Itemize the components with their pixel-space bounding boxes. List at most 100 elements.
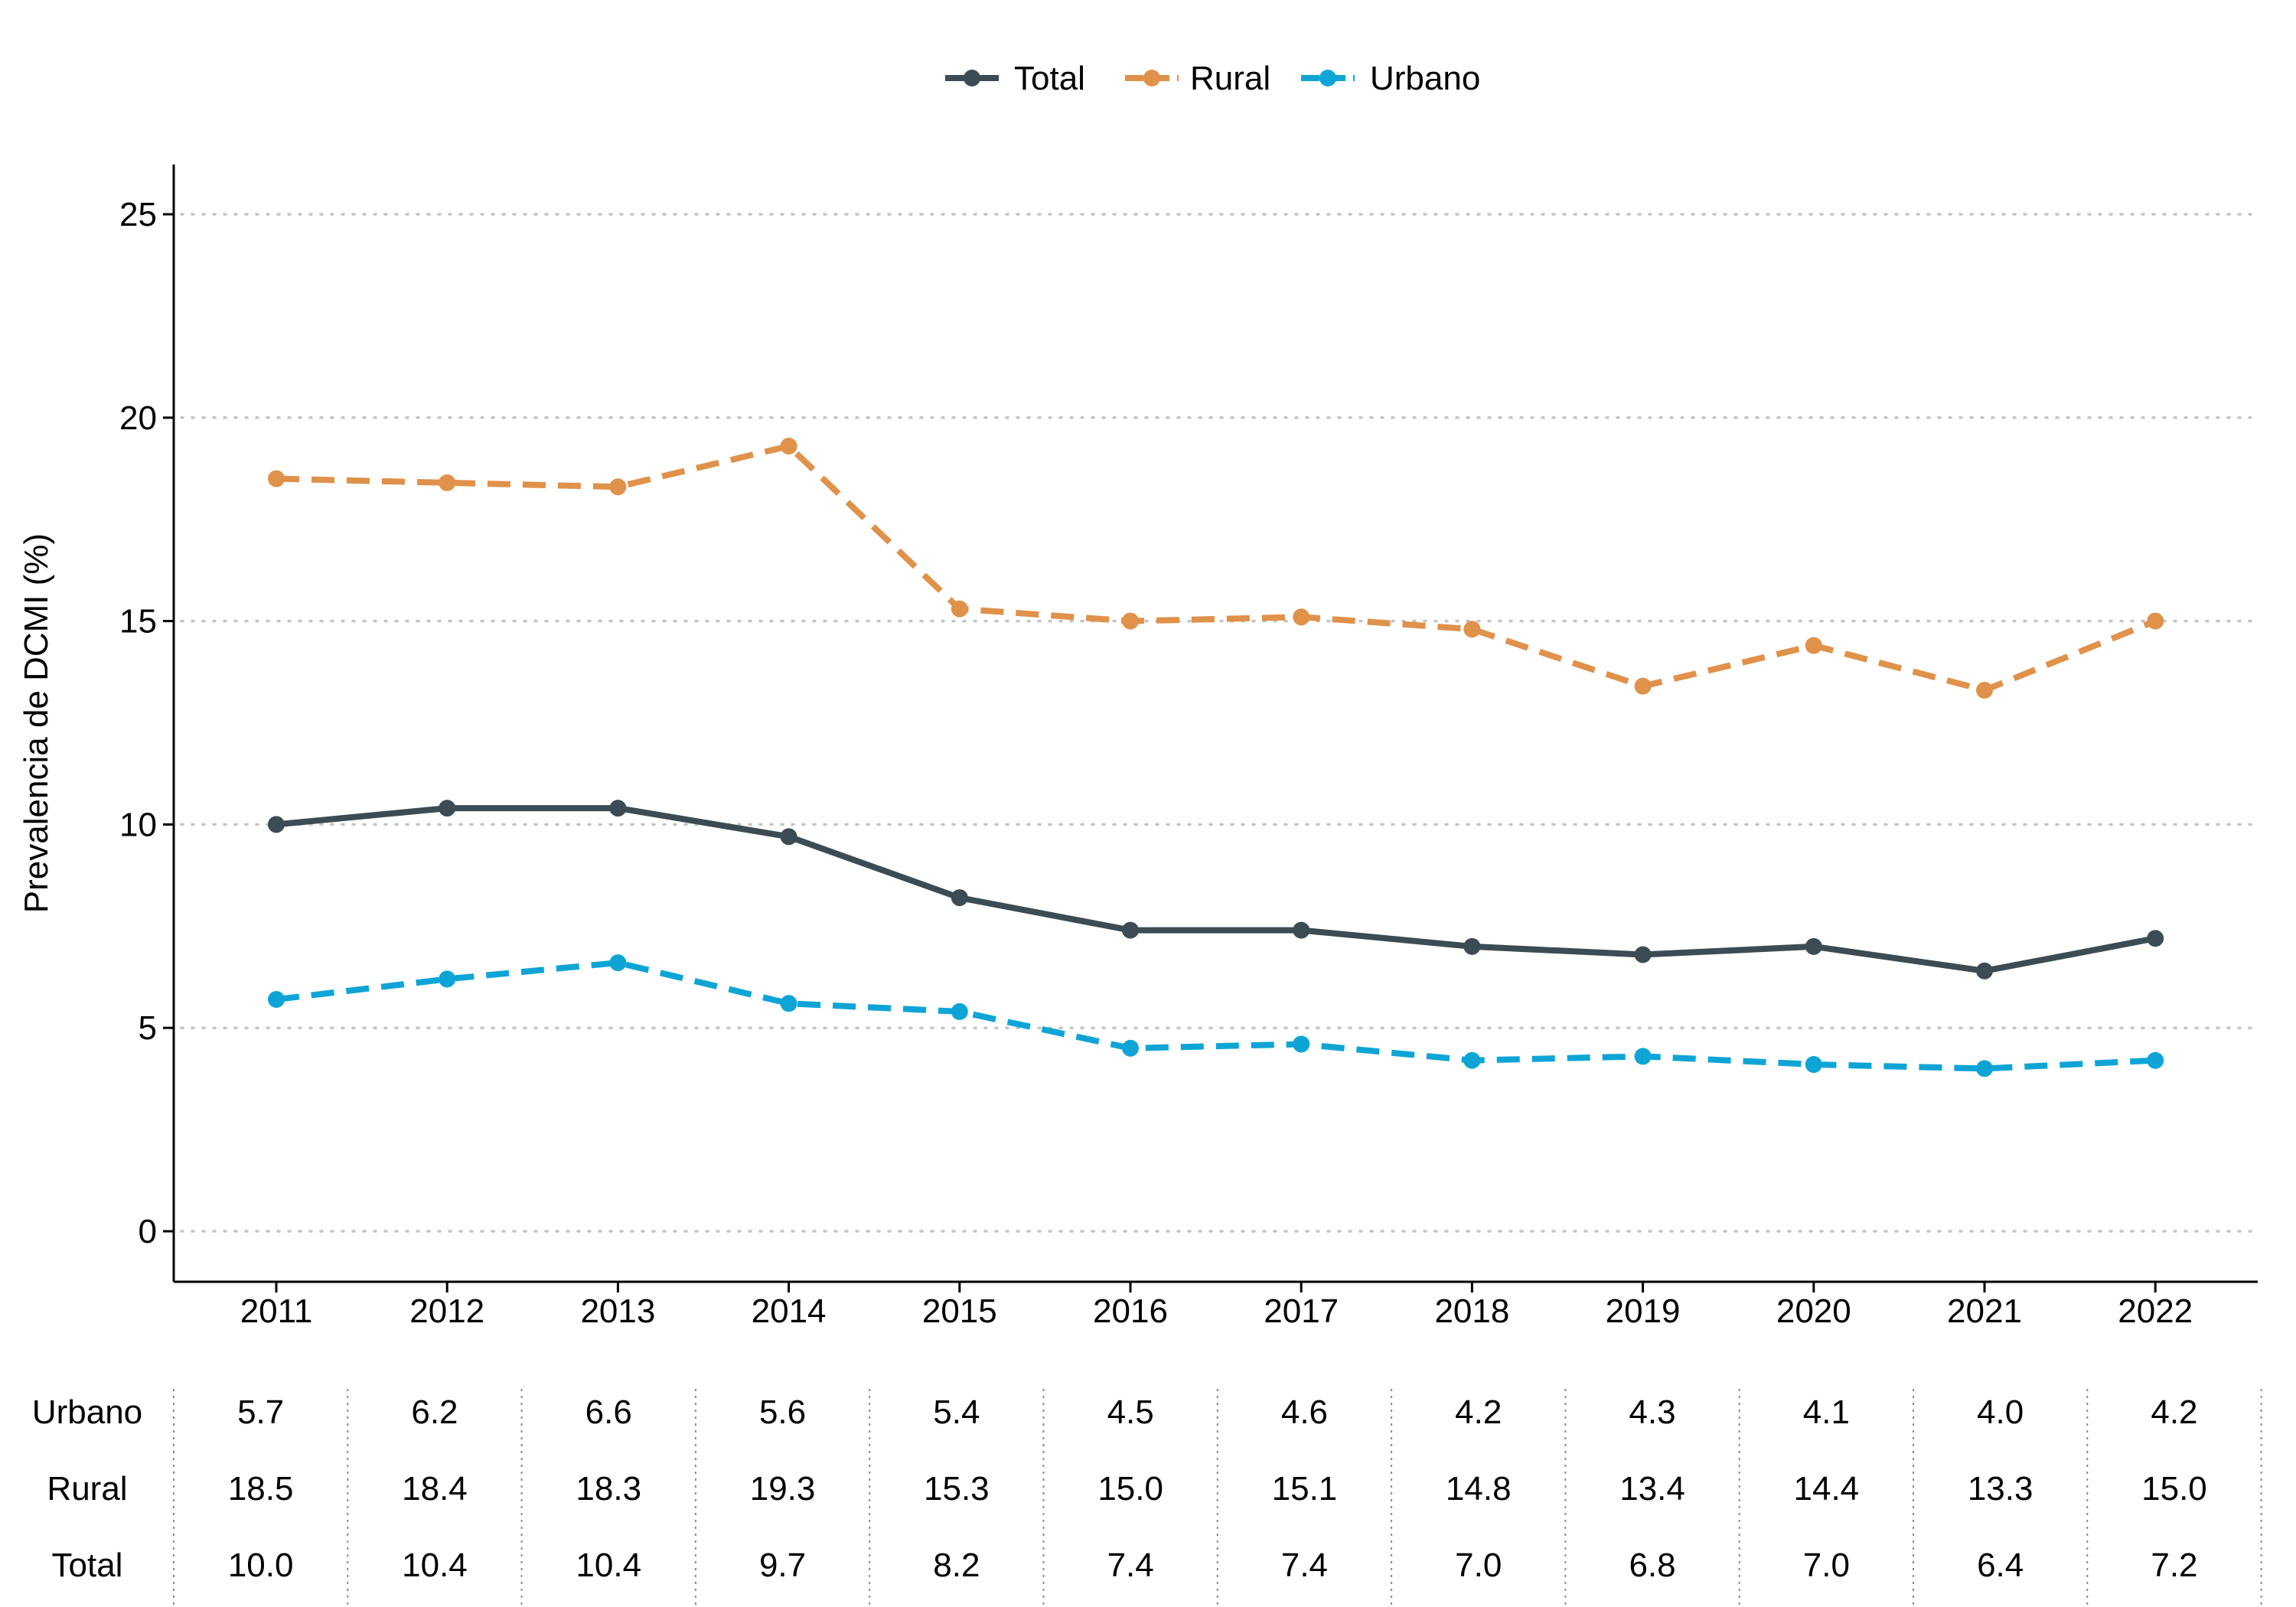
x-tick-label-2017: 2017 xyxy=(1264,1292,1339,1330)
point-rural-2018 xyxy=(1463,621,1481,638)
table-cell-urbano-2020: 4.1 xyxy=(1803,1393,1850,1431)
point-urbano-2016 xyxy=(1122,1039,1139,1057)
point-total-2019 xyxy=(1634,946,1652,963)
table-cell-urbano-2014: 5.6 xyxy=(759,1393,806,1431)
point-urbano-2013 xyxy=(609,954,627,972)
table-cell-total-2013: 10.4 xyxy=(576,1547,641,1584)
point-urbano-2020 xyxy=(1805,1056,1822,1074)
x-tick-label-2013: 2013 xyxy=(580,1292,655,1330)
table-cell-rural-2015: 15.3 xyxy=(924,1470,990,1508)
point-rural-2017 xyxy=(1293,608,1310,626)
table-cell-total-2015: 8.2 xyxy=(933,1547,980,1584)
table-row-label-urbano: Urbano xyxy=(32,1393,142,1431)
point-total-2012 xyxy=(439,800,456,817)
table-cell-urbano-2015: 5.4 xyxy=(933,1393,980,1431)
legend-label-urbano: Urbano xyxy=(1370,60,1480,97)
table-row-label-rural: Rural xyxy=(47,1470,127,1508)
table-cell-urbano-2019: 4.3 xyxy=(1629,1393,1675,1431)
table-cell-rural-2022: 15.0 xyxy=(2141,1470,2207,1508)
y-axis-ticks: 0 5 10 15 20 25 xyxy=(119,196,174,1250)
table-cell-urbano-2022: 4.2 xyxy=(2151,1393,2197,1431)
point-total-2016 xyxy=(1122,921,1139,939)
point-total-2021 xyxy=(1976,962,1993,980)
table-cell-rural-2011: 18.5 xyxy=(228,1470,294,1508)
table-cell-rural-2021: 13.3 xyxy=(1968,1470,2033,1508)
table-cell-urbano-2013: 6.6 xyxy=(585,1393,632,1431)
x-tick-label-2018: 2018 xyxy=(1434,1292,1509,1330)
point-urbano-2012 xyxy=(439,970,456,988)
table-cell-rural-2016: 15.0 xyxy=(1097,1470,1163,1508)
series-line-total xyxy=(276,805,2156,974)
gridlines xyxy=(180,213,2255,1233)
table-cell-rural-2012: 18.4 xyxy=(402,1470,468,1508)
point-urbano-2017 xyxy=(1293,1035,1310,1053)
table-cell-urbano-2016: 4.5 xyxy=(1107,1393,1154,1431)
y-tick-label-5: 5 xyxy=(139,1009,157,1047)
legend-marker-total xyxy=(964,70,980,86)
axes xyxy=(172,165,2258,1283)
point-rural-2015 xyxy=(951,600,968,618)
table-cell-total-2021: 6.4 xyxy=(1977,1547,2024,1584)
series-line-urbano xyxy=(276,960,2156,1072)
point-total-2018 xyxy=(1463,937,1481,955)
x-tick-label-2012: 2012 xyxy=(409,1292,484,1330)
y-tick-label-15: 15 xyxy=(119,603,157,641)
table-cell-total-2014: 9.7 xyxy=(759,1547,806,1584)
x-tick-label-2019: 2019 xyxy=(1606,1292,1681,1330)
y-axis-title: Prevalencia de DCMI (%) xyxy=(18,533,55,913)
x-tick-label-2014: 2014 xyxy=(752,1292,827,1330)
table-cell-total-2016: 7.4 xyxy=(1107,1547,1154,1584)
point-rural-2016 xyxy=(1122,612,1139,630)
table-cell-total-2011: 10.0 xyxy=(228,1547,294,1584)
point-rural-2012 xyxy=(439,474,456,491)
x-tick-label-2016: 2016 xyxy=(1093,1292,1168,1330)
point-rural-2011 xyxy=(268,470,285,487)
data-table: Urbano 5.7 6.2 6.6 5.6 5.4 4.5 4.6 4.2 4.3 4.1 4.0 4… xyxy=(32,1389,2262,1607)
point-rural-2014 xyxy=(780,438,797,455)
x-tick-label-2015: 2015 xyxy=(922,1292,997,1330)
point-urbano-2022 xyxy=(2147,1051,2164,1069)
x-axis-ticks: 2011 2012 2013 2014 2015 2016 2017 2018 2019 2020… xyxy=(240,1282,2193,1330)
y-tick-label-0: 0 xyxy=(139,1213,157,1250)
table-cell-urbano-2018: 4.2 xyxy=(1455,1393,1502,1431)
point-urbano-2018 xyxy=(1463,1051,1481,1069)
series-line-rural xyxy=(276,443,2157,693)
legend-label-rural: Rural xyxy=(1190,60,1270,97)
point-urbano-2021 xyxy=(1976,1060,1993,1077)
point-rural-2020 xyxy=(1805,637,1822,654)
legend-marker-rural xyxy=(1143,70,1160,86)
table-cell-total-2017: 7.4 xyxy=(1281,1547,1328,1584)
point-total-2017 xyxy=(1293,921,1310,939)
point-total-2011 xyxy=(268,816,285,833)
legend-label-total: Total xyxy=(1014,60,1085,97)
legend: Total Rural Urbano xyxy=(945,60,1480,97)
series-group xyxy=(268,438,2164,1077)
table-cell-rural-2013: 18.3 xyxy=(576,1470,641,1508)
y-tick-label-20: 20 xyxy=(119,399,157,437)
table-cell-total-2022: 7.2 xyxy=(2151,1547,2197,1584)
table-cell-total-2012: 10.4 xyxy=(402,1547,468,1584)
point-rural-2022 xyxy=(2147,612,2164,630)
x-tick-label-2021: 2021 xyxy=(1947,1292,2022,1330)
point-urbano-2011 xyxy=(268,990,285,1008)
point-urbano-2015 xyxy=(951,1002,968,1020)
point-total-2020 xyxy=(1805,937,1822,955)
table-row-label-total: Total xyxy=(52,1547,123,1584)
x-tick-label-2022: 2022 xyxy=(2118,1292,2193,1330)
table-cell-rural-2017: 15.1 xyxy=(1272,1470,1338,1508)
table-cell-urbano-2017: 4.6 xyxy=(1281,1393,1328,1431)
table-cell-urbano-2011: 5.7 xyxy=(237,1393,284,1431)
table-cell-urbano-2021: 4.0 xyxy=(1977,1393,2024,1431)
point-total-2015 xyxy=(951,889,968,907)
point-rural-2019 xyxy=(1634,677,1652,695)
point-urbano-2019 xyxy=(1634,1048,1652,1065)
point-urbano-2014 xyxy=(780,995,797,1012)
table-cell-rural-2018: 14.8 xyxy=(1446,1470,1512,1508)
table-cell-total-2018: 7.0 xyxy=(1455,1547,1502,1584)
point-rural-2013 xyxy=(609,478,627,496)
point-total-2013 xyxy=(609,800,627,817)
point-rural-2021 xyxy=(1976,681,1993,699)
table-cell-rural-2019: 13.4 xyxy=(1619,1470,1685,1508)
table-cell-total-2020: 7.0 xyxy=(1803,1547,1850,1584)
